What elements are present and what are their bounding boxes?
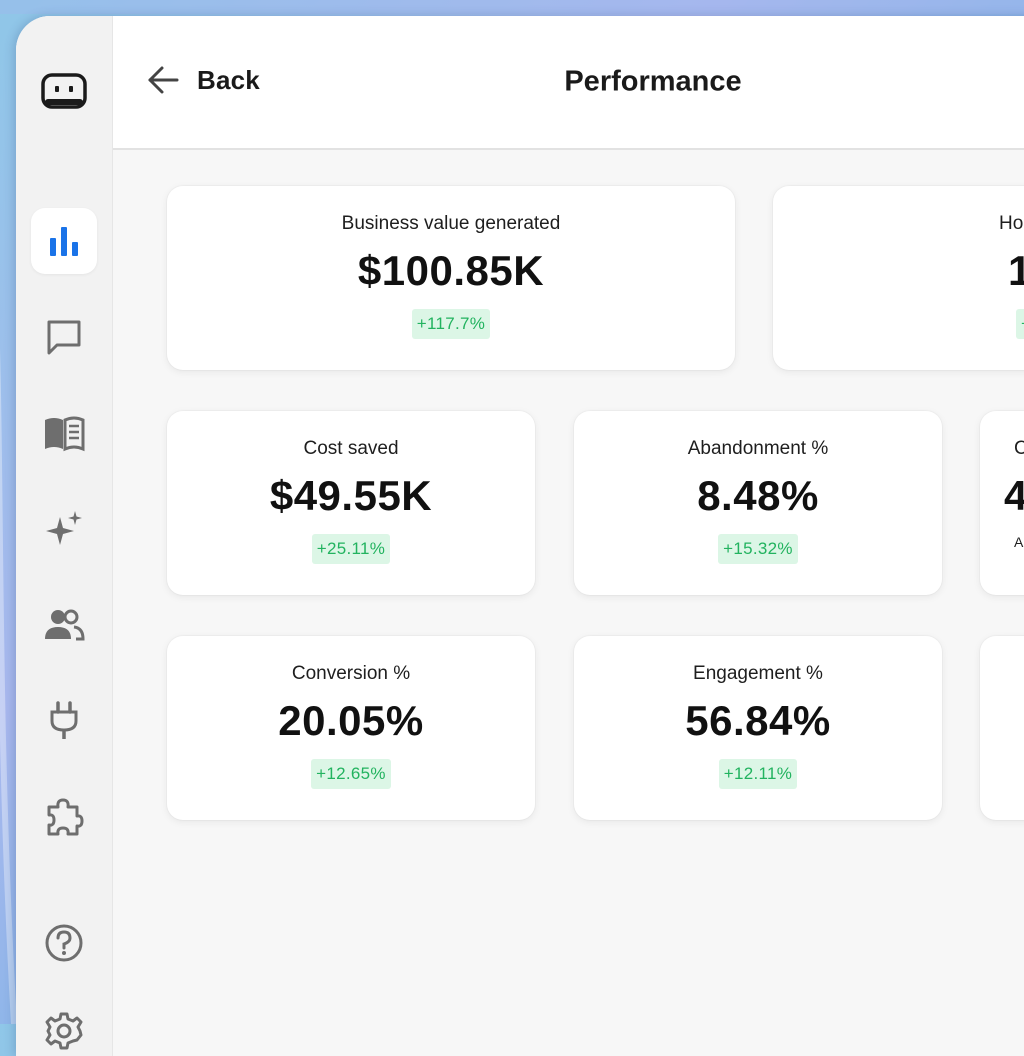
- sidebar-item-extensions[interactable]: [31, 784, 97, 850]
- metric-change-badge: +12.11%: [718, 759, 798, 789]
- sidebar-item-ai[interactable]: [31, 496, 97, 562]
- metric-change-badge: +12.65%: [311, 759, 391, 789]
- metric-value: 56.84%: [685, 697, 831, 744]
- metric-card-partial[interactable]: C 4 A: [980, 411, 1024, 595]
- metric-value: 8.48%: [697, 472, 819, 519]
- metric-label: Conversion %: [291, 663, 411, 684]
- gear-icon: [45, 1012, 83, 1050]
- bar-chart-icon: [50, 227, 78, 256]
- page-title: Performance: [564, 65, 742, 98]
- sidebar-item-knowledge[interactable]: [31, 400, 97, 466]
- metric-change-badge: +: [1016, 309, 1024, 339]
- sidebar-item-settings[interactable]: [31, 998, 97, 1056]
- metric-card-abandonment[interactable]: Abandonment % 8.48% +15.32%: [574, 411, 942, 595]
- sidebar-item-users[interactable]: [31, 592, 97, 658]
- top-bar: Back Performance: [113, 16, 1024, 150]
- arrow-left-icon: [148, 66, 179, 94]
- metric-value: 20.05%: [278, 697, 424, 744]
- logo-icon[interactable]: [31, 58, 97, 124]
- metric-change-badge: +117.7%: [411, 309, 491, 339]
- metric-label: Engagement %: [693, 663, 823, 684]
- puzzle-icon: [47, 798, 84, 836]
- metric-label: Cost saved: [303, 438, 399, 459]
- metric-sub: A: [1014, 534, 1024, 550]
- metric-value: 4: [1004, 472, 1024, 519]
- metric-value: $100.85K: [357, 247, 545, 294]
- metric-change-badge: +25.11%: [311, 534, 391, 564]
- sidebar: [16, 16, 113, 1056]
- sidebar-item-integrations[interactable]: [31, 688, 97, 754]
- help-icon: [45, 924, 83, 962]
- plug-icon: [50, 701, 78, 739]
- back-button[interactable]: Back: [147, 64, 260, 96]
- metric-card-cost-saved[interactable]: Cost saved $49.55K +25.11%: [167, 411, 535, 595]
- sidebar-item-help[interactable]: [31, 910, 97, 976]
- main-content: Back Performance Business value generate…: [113, 16, 1024, 1056]
- book-icon: [45, 416, 85, 452]
- metric-card-partial-empty[interactable]: [980, 636, 1024, 820]
- metric-card-conversion[interactable]: Conversion % 20.05% +12.65%: [167, 636, 535, 820]
- chat-icon: [47, 320, 81, 355]
- sidebar-item-chat[interactable]: [31, 304, 97, 370]
- back-label: Back: [197, 64, 260, 95]
- metric-card-business-value[interactable]: Business value generated $100.85K +117.7…: [167, 186, 735, 370]
- metric-label: Business value generated: [341, 213, 561, 234]
- metric-label: Ho: [999, 213, 1024, 234]
- metric-change-badge: +15.32%: [718, 534, 798, 564]
- metric-value: $49.55K: [269, 472, 433, 519]
- app-window: Back Performance Business value generate…: [16, 16, 1024, 1056]
- metric-value: 1: [1008, 247, 1024, 294]
- metric-label: C: [1014, 438, 1024, 459]
- users-icon: [45, 609, 85, 641]
- metric-card-hours[interactable]: Ho 1 +: [773, 186, 1024, 370]
- sidebar-item-analytics[interactable]: [31, 208, 97, 274]
- sparkle-icon: [46, 511, 82, 545]
- metric-card-engagement[interactable]: Engagement % 56.84% +12.11%: [574, 636, 942, 820]
- metric-label: Abandonment %: [687, 438, 829, 459]
